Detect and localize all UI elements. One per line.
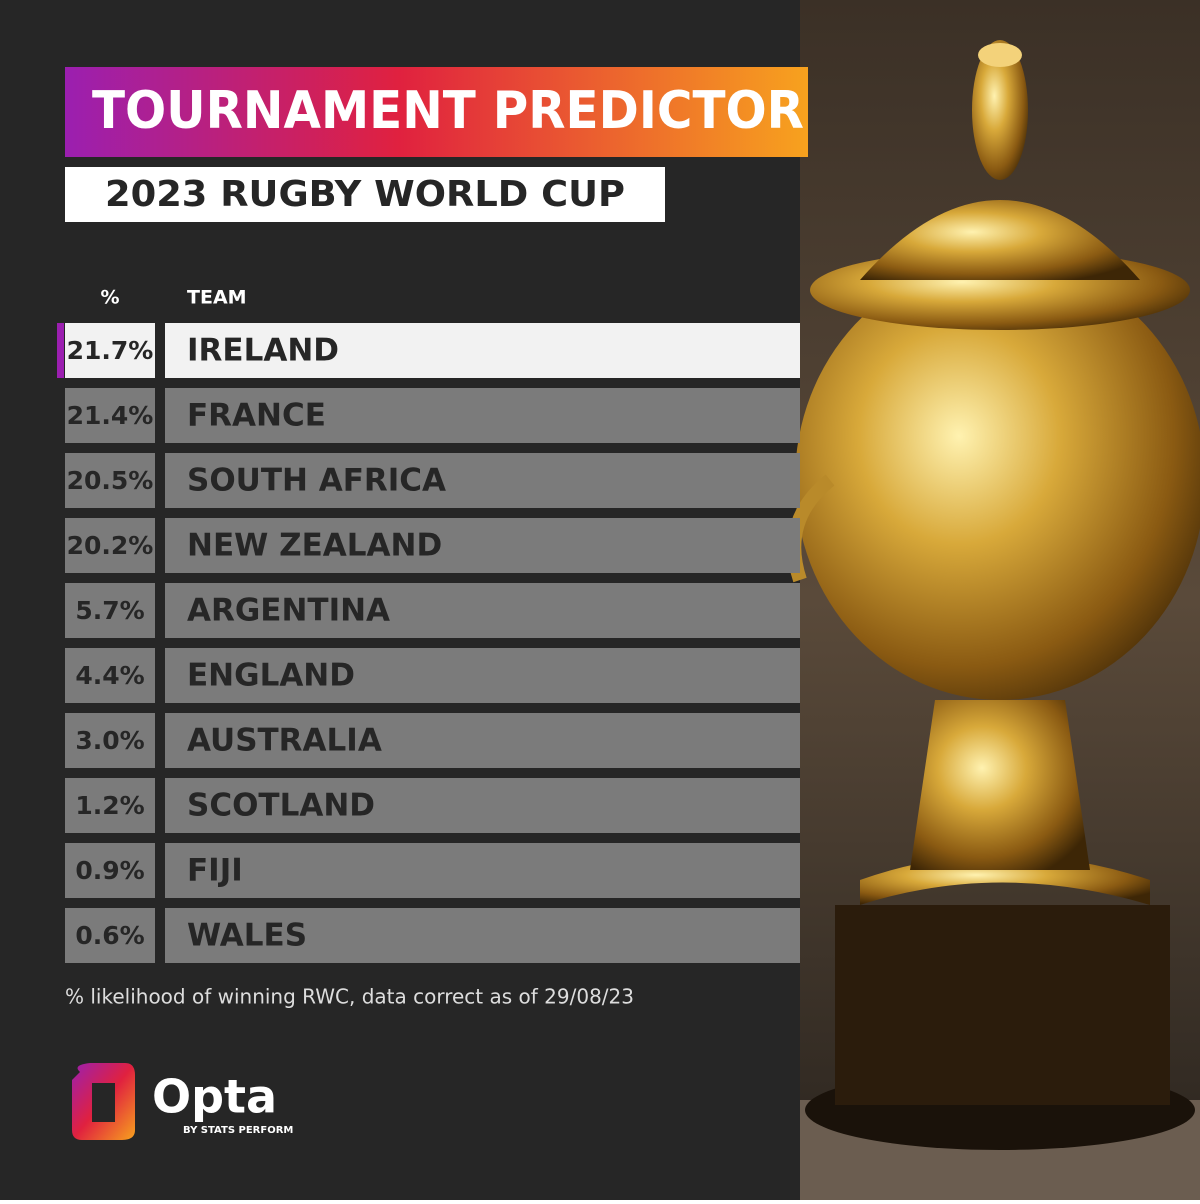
team-name: ARGENTINA: [187, 593, 390, 629]
table-row: 20.5% SOUTH AFRICA: [65, 453, 800, 508]
percent: 20.2%: [67, 531, 154, 560]
percent-cell: [65, 778, 155, 833]
percent: 5.7%: [75, 596, 144, 625]
percent: 4.4%: [75, 661, 144, 690]
team-name: NEW ZEALAND: [187, 528, 442, 564]
percent-cell: [65, 388, 155, 443]
percent-cell: [65, 713, 155, 768]
table-row: 4.4% ENGLAND: [65, 648, 800, 703]
team-name: SCOTLAND: [187, 788, 375, 824]
table-row: 3.0% AUSTRALIA: [65, 713, 800, 768]
team-cell: [165, 388, 800, 443]
logo: Opta BY STATS PERFORM: [72, 1063, 293, 1140]
percent: 0.9%: [75, 856, 144, 885]
percent-cell: [65, 843, 155, 898]
percent: 0.6%: [75, 921, 144, 950]
column-header: TEAM: [187, 287, 247, 309]
percent-cell: [65, 518, 155, 573]
footnote: % likelihood of winning RWC, data correc…: [65, 985, 634, 1009]
team-name: WALES: [187, 918, 307, 954]
team-name: AUSTRALIA: [187, 723, 382, 759]
team-cell: [165, 453, 800, 508]
table: 21.7% IRELAND 21.4% FRANCE 20.5% SOUTH AFRICA…: [57, 323, 800, 963]
subtitle: 2023 RUGBY WORLD CUP: [105, 174, 625, 215]
team-cell: [165, 648, 800, 703]
team-cell: [165, 323, 800, 378]
highlight-strip: [57, 323, 64, 378]
percent-cell: [65, 453, 155, 508]
team-name: FIJI: [187, 853, 243, 889]
percent: 1.2%: [75, 791, 144, 820]
team-cell: [165, 713, 800, 768]
team-name: IRELAND: [187, 333, 339, 369]
title: TOURNAMENT PREDICTOR: [92, 81, 804, 141]
table-row: 21.7% IRELAND: [57, 323, 800, 378]
subtitle-box: [65, 167, 665, 222]
team-name: SOUTH AFRICA: [187, 463, 446, 499]
column-header: %: [100, 287, 119, 309]
table-row: 0.9% FIJI: [65, 843, 800, 898]
team-cell: [165, 778, 800, 833]
logo-tagline: BY STATS PERFORM: [183, 1125, 293, 1136]
team-cell: [165, 518, 800, 573]
percent: 20.5%: [67, 466, 154, 495]
team-cell: [165, 583, 800, 638]
team-name: FRANCE: [187, 398, 326, 434]
team-name: ENGLAND: [187, 658, 355, 694]
percent: 21.4%: [67, 401, 154, 430]
table-row: 1.2% SCOTLAND: [65, 778, 800, 833]
logo-name: Opta: [152, 1070, 277, 1124]
percent-cell: [65, 583, 155, 638]
table-row: 0.6% WALES: [65, 908, 800, 963]
percent: 21.7%: [67, 336, 154, 365]
percent: 3.0%: [75, 726, 144, 755]
trophy-photo: [787, 0, 1200, 1200]
table-row: 5.7% ARGENTINA: [65, 583, 800, 638]
table-row: 20.2% NEW ZEALAND: [65, 518, 800, 573]
percent-cell: [65, 323, 155, 378]
title-bar: [65, 67, 808, 157]
team-cell: [165, 908, 800, 963]
percent-cell: [65, 908, 155, 963]
team-cell: [165, 843, 800, 898]
percent-cell: [65, 648, 155, 703]
table-row: 21.4% FRANCE: [65, 388, 800, 443]
